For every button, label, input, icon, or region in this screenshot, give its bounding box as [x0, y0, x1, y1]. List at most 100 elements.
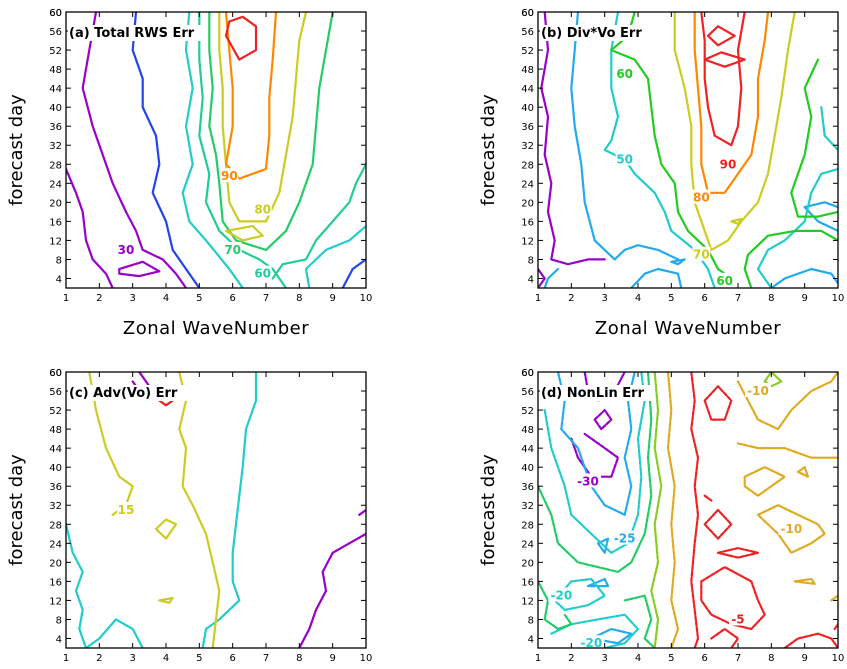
x-tick-label: 6: [229, 293, 235, 304]
panel-title-bg: [540, 25, 655, 41]
x-tick-label: 3: [601, 653, 607, 664]
x-tick-label: 10: [832, 293, 845, 304]
contour-line: [650, 372, 663, 648]
y-tick-label: 24: [49, 539, 62, 550]
y-tick-label: 48: [521, 65, 534, 76]
contour-line: [703, 51, 746, 68]
y-tick-label: 60: [521, 8, 534, 19]
contour-line: [730, 217, 743, 225]
y-tick-label: 60: [521, 8, 534, 19]
contour-label-bg: [253, 201, 272, 216]
y-tick-label: 20: [49, 558, 62, 569]
y-tick-label: 4: [528, 274, 534, 285]
y-tick-label: 60: [49, 8, 62, 19]
x-tick-label: 10: [360, 293, 373, 304]
y-tick-label: 12: [521, 236, 534, 247]
x-axis-label: Zonal WaveNumber: [123, 318, 309, 339]
contour-line: [131, 12, 201, 288]
contour-label: 60: [616, 67, 633, 81]
contour-line: [716, 547, 760, 559]
x-tick-label: 5: [196, 293, 202, 304]
contour-line: [271, 163, 366, 280]
contour-line: [700, 12, 746, 147]
contour-label-bg: [745, 383, 771, 398]
chart-panel-3: 151 2 3 4 5 6 7 8 9 10481216202428323640444852566…: [6, 368, 372, 664]
contour-line: [710, 627, 740, 648]
x-tick-label: 4: [163, 653, 169, 664]
contour-line: [690, 372, 700, 648]
y-tick-label: 52: [49, 46, 62, 57]
y-tick-label: 40: [49, 463, 62, 474]
y-axis-label: forecast day: [478, 94, 499, 206]
y-tick-label: 32: [49, 501, 62, 512]
y-tick-label: 12: [49, 596, 62, 607]
contour-label: 70: [693, 248, 710, 262]
contour-lines: [538, 12, 838, 288]
contour-label: 90: [221, 169, 238, 183]
contour-line: [570, 432, 620, 478]
plot-frame: [537, 11, 839, 289]
contour-line: [670, 258, 686, 266]
contour-label-bg: [719, 156, 737, 171]
y-axis-label: forecast day: [6, 94, 27, 206]
contour-line: [66, 523, 88, 648]
contour-line: [703, 508, 733, 540]
x-tick-label: 2: [568, 653, 574, 664]
y-tick-label: 52: [521, 46, 534, 57]
panel-title-bg: [68, 25, 208, 41]
y-tick-label: 16: [49, 217, 62, 228]
y-tick-label: 32: [521, 141, 534, 152]
y-tick-label: 12: [521, 596, 534, 607]
y-tick-label: 60: [49, 368, 62, 379]
x-tick-label: 2: [96, 653, 102, 664]
plot-frame: [65, 11, 367, 289]
contour-line: [553, 577, 606, 611]
y-tick-label: 4: [528, 634, 534, 645]
contour-line: [158, 596, 174, 604]
contour-line: [178, 372, 221, 648]
y-tick-label: 16: [521, 577, 534, 588]
y-tick-label: 36: [521, 122, 534, 133]
contour-label: 30: [118, 243, 135, 257]
x-tick-label: 8: [296, 653, 302, 664]
x-tick-label: 8: [768, 293, 774, 304]
contour-lines: [66, 12, 366, 288]
contour-line: [198, 12, 288, 288]
contour-label: 80: [693, 191, 710, 205]
y-tick-label: 8: [56, 255, 62, 266]
panel-title-bg: [68, 385, 191, 401]
contour-line: [630, 267, 683, 288]
y-tick-label: 8: [528, 255, 534, 266]
contour-label-bg: [692, 246, 711, 261]
panel-title: (b) Div*Vo Err: [541, 26, 642, 41]
x-tick-label: 2: [568, 293, 574, 304]
contour-line: [743, 466, 786, 497]
x-tick-label: 1: [63, 293, 69, 304]
y-tick-label: 44: [49, 444, 62, 455]
x-tick-label: 1: [535, 293, 541, 304]
contour-label-bg: [253, 265, 272, 280]
contour-label: -25: [614, 532, 636, 546]
contour-label: -20: [550, 589, 572, 603]
contour-line: [756, 167, 838, 288]
contour-line: [181, 12, 244, 288]
x-tick-label: 6: [229, 653, 235, 664]
contour-line: [543, 267, 560, 288]
panel-title: (c) Adv(Vo) Err: [69, 386, 178, 401]
y-tick-label: 20: [49, 198, 62, 209]
contour-label-bg: [578, 635, 605, 650]
contour-line: [538, 372, 653, 573]
contour-line: [154, 518, 178, 540]
contour-line: [610, 12, 733, 280]
y-tick-label: 56: [49, 387, 62, 398]
x-tick-label: 7: [735, 293, 741, 304]
x-tick-label: 8: [296, 293, 302, 304]
y-axis-label: forecast day: [478, 454, 499, 566]
contour-label: -10: [780, 522, 802, 536]
x-tick-label: 4: [635, 293, 641, 304]
contour-label: 80: [254, 202, 271, 216]
contour-line: [540, 12, 606, 266]
